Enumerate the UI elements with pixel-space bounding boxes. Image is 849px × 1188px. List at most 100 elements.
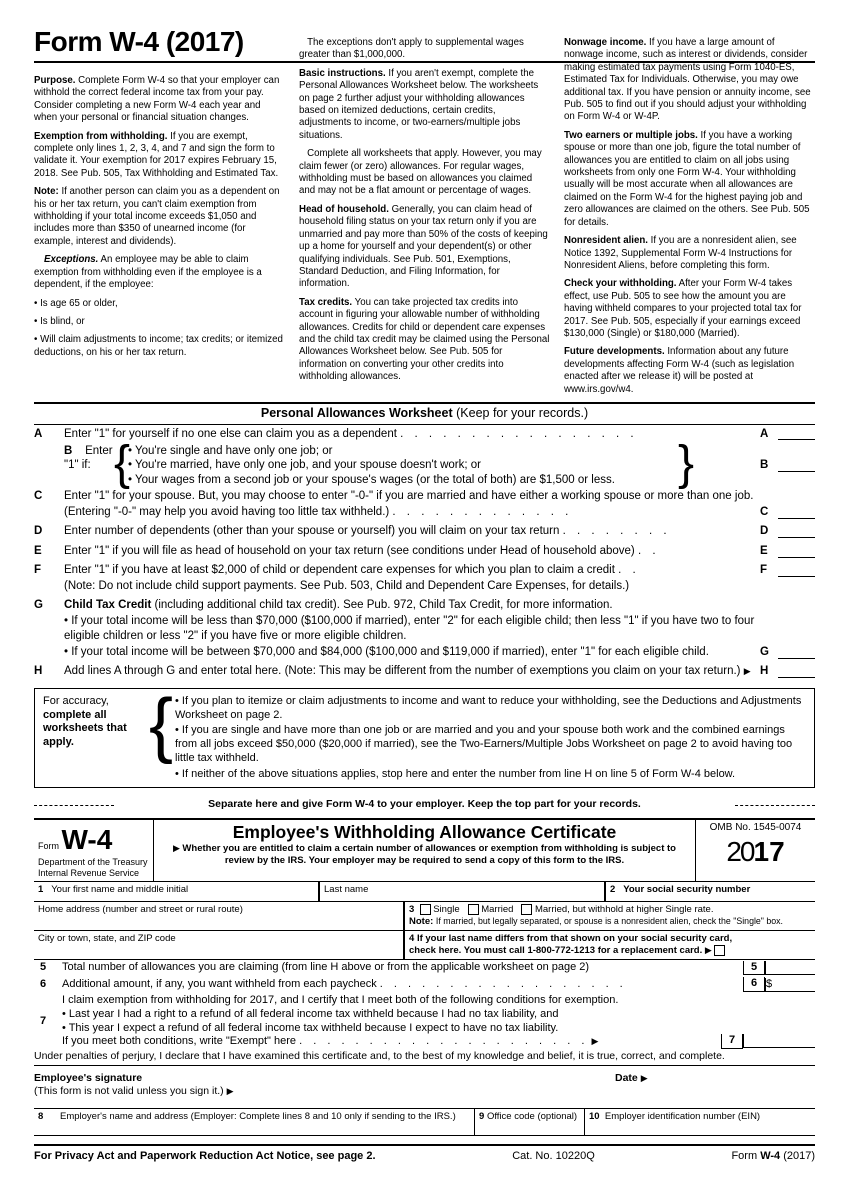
accuracy-left: For accuracy, complete all worksheets th… [35, 689, 155, 788]
ws-keep: (Keep for your records.) [453, 406, 588, 420]
hoh-text: Generally, you can claim head of househo… [299, 204, 548, 289]
ws-row-G: G Child Tax Credit (including additional… [34, 596, 815, 662]
field-row-3: City or town, state, and ZIP code 4 If y… [34, 931, 815, 960]
f2-label: Your social security number [623, 884, 750, 895]
cert-omb: OMB No. 1545-0074 [700, 822, 811, 835]
chk-single[interactable] [420, 904, 431, 915]
basic-label: Basic instructions. [299, 68, 386, 79]
signature-row: Employee's signature (This form is not v… [34, 1066, 815, 1109]
ws-title: Personal Allowances Worksheet [261, 406, 453, 420]
ws-F-note: (Note: Do not include child support paym… [64, 580, 629, 592]
sig-note: (This form is not valid unless you sign … [34, 1085, 224, 1097]
ws-C-input[interactable] [778, 507, 815, 519]
cert-year-suf: 17 [754, 836, 785, 867]
ws-G1: • If your total income will be less than… [64, 615, 754, 643]
ws-G2: • If your total income will be between $… [64, 646, 709, 658]
col2: The exceptions don't apply to supplement… [299, 33, 550, 402]
worksheet-header: Personal Allowances Worksheet (Keep for … [34, 402, 815, 425]
ws-H-input[interactable] [778, 666, 815, 678]
ws-A-input[interactable] [778, 428, 815, 440]
purpose-label: Purpose. [34, 75, 75, 86]
accuracy-block: For accuracy, complete all worksheets th… [34, 688, 815, 789]
f3-note: If married, but legally separated, or sp… [436, 916, 783, 926]
f4-text: If your last name differs from that show… [409, 933, 732, 956]
f1-label: Your first name and middle initial [51, 884, 188, 895]
cert-year-pre: 20 [726, 836, 753, 867]
ws-E-input[interactable] [778, 546, 815, 558]
ws-row-D: D Enter number of dependents (other than… [34, 522, 815, 542]
tc-text: You can take projected tax credits into … [299, 297, 549, 382]
ws-row-B: B Enter "1" if:Enter "1" if: • You're si… [34, 444, 815, 487]
l7-input[interactable] [743, 1034, 815, 1048]
l5-input[interactable] [765, 961, 815, 975]
l6-input[interactable]: $ [765, 978, 815, 992]
city-label: City or town, state, and ZIP code [38, 933, 176, 944]
chk-mhigh[interactable] [521, 904, 532, 915]
ws-B3: • Your wages from a second job or your s… [128, 473, 760, 487]
footer: For Privacy Act and Paperwork Reduction … [34, 1144, 815, 1164]
ws-G-text: Child Tax Credit [64, 599, 151, 611]
l8-text: Employer's name and address (Employer: C… [60, 1111, 456, 1122]
ws-D-input[interactable] [778, 526, 815, 538]
footer-mid: Cat. No. 10220Q [512, 1150, 595, 1164]
col1-b3: • Will claim adjustments to income; tax … [34, 334, 285, 359]
f3-single: Single [433, 904, 459, 915]
col2-p1: The exceptions don't apply to supplement… [299, 37, 550, 62]
ws-row-F: F Enter "1" if you have at least $2,000 … [34, 561, 815, 596]
footer-right: Form W-4 (2017) [731, 1150, 815, 1164]
nw-text: If you have a large amount of nonwage in… [564, 37, 811, 122]
col2-p2: Complete all worksheets that apply. Howe… [299, 148, 550, 198]
f3-married: Married [481, 904, 513, 915]
cert-left: Form W-4 Department of the Treasury Inte… [34, 820, 154, 882]
cert-header: Form W-4 Department of the Treasury Inte… [34, 818, 815, 883]
separator-text: Separate here and give Form W-4 to your … [208, 798, 641, 810]
accuracy-right: If you plan to itemize or claim adjustme… [155, 689, 814, 788]
accuracy-i3: If neither of the above situations appli… [175, 768, 808, 782]
footer-left: For Privacy Act and Paperwork Reduction … [34, 1150, 376, 1164]
chk-f4[interactable] [714, 945, 725, 956]
ws-H-text: Add lines A through G and enter total he… [64, 665, 741, 677]
field-row-1: 1 Your first name and middle initial Las… [34, 882, 815, 902]
fd-label: Future developments. [564, 346, 665, 357]
perjury-text: Under penalties of perjury, I declare th… [34, 1050, 815, 1066]
l5-text: Total number of allowances you are claim… [62, 961, 743, 975]
ws-row-E: E Enter "1" if you will file as head of … [34, 542, 815, 562]
nr-label: Nonresident alien. [564, 235, 648, 246]
te-text: If you have a working spouse or more tha… [564, 130, 810, 228]
te-label: Two earners or multiple jobs. [564, 130, 698, 141]
separator: Separate here and give Form W-4 to your … [34, 798, 815, 811]
note-text: If another person can claim you as a dep… [34, 186, 280, 247]
l7c-text: If you meet both conditions, write "Exem… [62, 1035, 296, 1047]
ws-G-input[interactable] [778, 647, 815, 659]
addr-label: Home address (number and street or rural… [38, 904, 243, 915]
accuracy-i2: If you are single and have more than one… [175, 724, 808, 765]
hoh-label: Head of household. [299, 204, 389, 215]
col1: Purpose. Complete Form W-4 so that your … [34, 33, 285, 402]
cert-mid: Employee's Withholding Allowance Certifi… [154, 820, 695, 882]
col1-b1: • Is age 65 or older, [34, 298, 285, 310]
l6-text: Additional amount, if any, you want with… [62, 978, 377, 990]
exempt-label: Exemption from withholding. [34, 131, 167, 142]
ws-B-input[interactable] [778, 460, 815, 472]
cert-right: OMB No. 1545-0074 2017 [695, 820, 815, 882]
cert-irs: Internal Revenue Service [38, 868, 139, 878]
date-label: Date [615, 1072, 638, 1084]
l7b-text: • This year I expect a refund of all fed… [62, 1022, 558, 1034]
accuracy-i1: If you plan to itemize or claim adjustme… [175, 695, 808, 723]
ws-B1: • You're single and have only one job; o… [128, 444, 760, 458]
cw-label: Check your withholding. [564, 278, 677, 289]
f3-mhigh: Married, but withhold at higher Single r… [535, 904, 714, 915]
cert-dept: Department of the Treasury [38, 857, 148, 867]
line-6: 6 Additional amount, if any, you want wi… [34, 976, 815, 993]
cert-w4: W-4 [62, 824, 113, 855]
ws-F-input[interactable] [778, 565, 815, 577]
nw-label: Nonwage income. [564, 37, 646, 48]
col3: Nonwage income. If you have a large amou… [564, 33, 815, 402]
l10-text: Employer identification number (EIN) [605, 1111, 760, 1122]
tc-label: Tax credits. [299, 297, 352, 308]
ws-D-text: Enter number of dependents (other than y… [64, 525, 559, 537]
field-row-2: Home address (number and street or rural… [34, 902, 815, 931]
chk-married[interactable] [468, 904, 479, 915]
l7a-text: • Last year I had a right to a refund of… [62, 1008, 559, 1020]
employer-row: 8 Employer's name and address (Employer:… [34, 1109, 815, 1136]
